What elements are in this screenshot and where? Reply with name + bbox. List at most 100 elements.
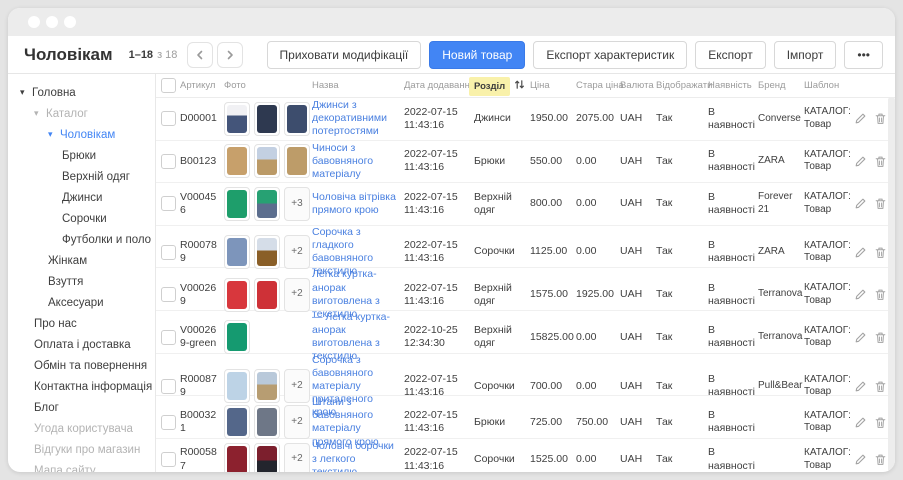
delete-button[interactable] — [874, 331, 887, 344]
product-photo[interactable] — [224, 405, 250, 440]
sidebar-item[interactable]: Джинси — [8, 187, 155, 208]
row-checkbox[interactable] — [160, 153, 176, 169]
more-actions-button[interactable]: ••• — [844, 40, 883, 69]
product-photo[interactable] — [224, 277, 250, 312]
product-photo[interactable] — [284, 144, 310, 179]
product-photo[interactable] — [224, 442, 250, 472]
product-photo[interactable] — [254, 186, 280, 221]
column-header[interactable]: Дата додавання — [404, 80, 475, 92]
edit-button[interactable] — [854, 380, 867, 393]
sidebar-item[interactable]: Про нас — [8, 313, 155, 334]
delete-button[interactable] — [874, 112, 887, 125]
sidebar-item[interactable]: ▾ Головна — [8, 82, 155, 103]
sidebar-item[interactable]: Брюки — [8, 145, 155, 166]
sidebar-item[interactable]: ▾ Чоловікам — [8, 124, 155, 145]
sidebar-item[interactable]: Аксесуари — [8, 292, 155, 313]
product-photo[interactable] — [254, 235, 280, 270]
product-name-link[interactable]: Легка куртка-анорак виготовлена з тексти… — [312, 268, 380, 320]
product-photo[interactable] — [224, 235, 250, 270]
sort-icon[interactable] — [514, 79, 525, 90]
product-photo[interactable] — [224, 369, 250, 404]
more-photos-badge[interactable]: +3 — [284, 186, 310, 221]
row-checkbox[interactable] — [160, 196, 176, 212]
edit-button[interactable] — [854, 197, 867, 210]
next-page-button[interactable] — [217, 41, 244, 68]
more-photos-badge[interactable]: +2 — [284, 277, 310, 312]
product-photo[interactable] — [224, 144, 250, 179]
select-all-checkbox[interactable] — [160, 78, 176, 93]
hide-modifications-button[interactable]: Приховати модифікації — [266, 40, 422, 69]
sidebar-item[interactable]: Взуття — [8, 271, 155, 292]
edit-button[interactable] — [854, 453, 867, 466]
product-photo[interactable] — [254, 101, 280, 136]
table-scrollbar[interactable] — [888, 97, 895, 472]
column-header[interactable]: Валюта — [620, 80, 656, 92]
product-name-link[interactable]: Сорочка з гладкого бавовняного текстилю — [312, 225, 374, 278]
column-header[interactable]: Бренд — [758, 80, 804, 92]
row-checkbox[interactable] — [160, 414, 176, 430]
product-name-link[interactable]: Штани з бавовняного матеріалу прямого кр… — [312, 396, 379, 448]
product-photo[interactable] — [254, 277, 280, 312]
delete-button[interactable] — [874, 288, 887, 301]
sidebar-item[interactable]: Обмін та повернення — [8, 355, 155, 376]
edit-button[interactable] — [854, 112, 867, 125]
sidebar-item[interactable]: ▾ Каталог — [8, 103, 155, 124]
column-header[interactable]: Шаблон — [804, 80, 854, 92]
product-photo[interactable] — [254, 369, 280, 404]
sidebar-item[interactable]: Відгуки про магазин — [8, 439, 155, 460]
product-name-link[interactable]: — Легка куртка-анорак виготовлена з текс… — [312, 310, 390, 363]
product-photo[interactable] — [224, 101, 250, 136]
column-header[interactable]: Стара ціна — [576, 80, 624, 92]
column-header[interactable]: Ціна — [530, 80, 576, 92]
import-button[interactable]: Імпорт — [773, 40, 837, 69]
column-header[interactable]: Фото — [224, 80, 312, 92]
delete-button[interactable] — [874, 246, 887, 259]
sidebar-item[interactable]: Оплата і доставка — [8, 334, 155, 355]
row-checkbox[interactable] — [160, 452, 176, 468]
delete-button[interactable] — [874, 197, 887, 210]
row-checkbox[interactable] — [160, 329, 176, 345]
product-name-link[interactable]: Чоловічі сорочки з легкого текстилю — [312, 439, 394, 472]
column-header[interactable]: Артикул — [180, 80, 224, 92]
column-header[interactable]: Наявність — [708, 80, 758, 92]
product-photo[interactable] — [224, 186, 250, 221]
edit-button[interactable] — [854, 155, 867, 168]
product-name-link[interactable]: Джинси з декоративними потертостями — [312, 99, 387, 138]
delete-button[interactable] — [874, 155, 887, 168]
product-photo[interactable] — [254, 405, 280, 440]
sidebar-item[interactable]: Контактна інформація — [8, 376, 155, 397]
sidebar-item[interactable]: Жінкам — [8, 250, 155, 271]
more-photos-badge[interactable]: +2 — [284, 235, 310, 270]
export-characteristics-button[interactable]: Експорт характеристик — [533, 40, 688, 69]
product-name-link[interactable]: Чоловіча вітрівка прямого крою — [312, 190, 396, 216]
new-product-button[interactable]: Новий товар — [429, 40, 526, 69]
column-header[interactable]: Відображати — [656, 80, 712, 92]
sidebar-item[interactable]: Блог — [8, 397, 155, 418]
delete-button[interactable] — [874, 453, 887, 466]
more-photos-badge[interactable]: +2 — [284, 405, 310, 440]
more-photos-badge[interactable]: +2 — [284, 369, 310, 404]
window-close-icon[interactable] — [28, 16, 40, 28]
product-photo[interactable] — [254, 442, 280, 472]
prev-page-button[interactable] — [187, 41, 214, 68]
column-header[interactable]: Розділ — [469, 76, 530, 96]
window-maximize-icon[interactable] — [64, 16, 76, 28]
product-photo[interactable] — [284, 101, 310, 136]
window-minimize-icon[interactable] — [46, 16, 58, 28]
sidebar-item[interactable]: Мапа сайту — [8, 460, 155, 473]
product-name-link[interactable]: Сорочка з бавовняного матеріалу притален… — [312, 353, 374, 419]
edit-button[interactable] — [854, 246, 867, 259]
export-button[interactable]: Експорт — [695, 40, 766, 69]
row-checkbox[interactable] — [160, 378, 176, 394]
product-name-link[interactable]: Чиноси з бавовняного матеріалу — [312, 141, 374, 180]
edit-button[interactable] — [854, 416, 867, 429]
sidebar-item[interactable]: Сорочки — [8, 208, 155, 229]
row-checkbox[interactable] — [160, 244, 176, 260]
product-photo[interactable] — [254, 144, 280, 179]
edit-button[interactable] — [854, 331, 867, 344]
row-checkbox[interactable] — [160, 111, 176, 127]
sidebar-item[interactable]: Футболки и поло — [8, 229, 155, 250]
delete-button[interactable] — [874, 380, 887, 393]
edit-button[interactable] — [854, 288, 867, 301]
product-photo[interactable] — [224, 320, 250, 355]
